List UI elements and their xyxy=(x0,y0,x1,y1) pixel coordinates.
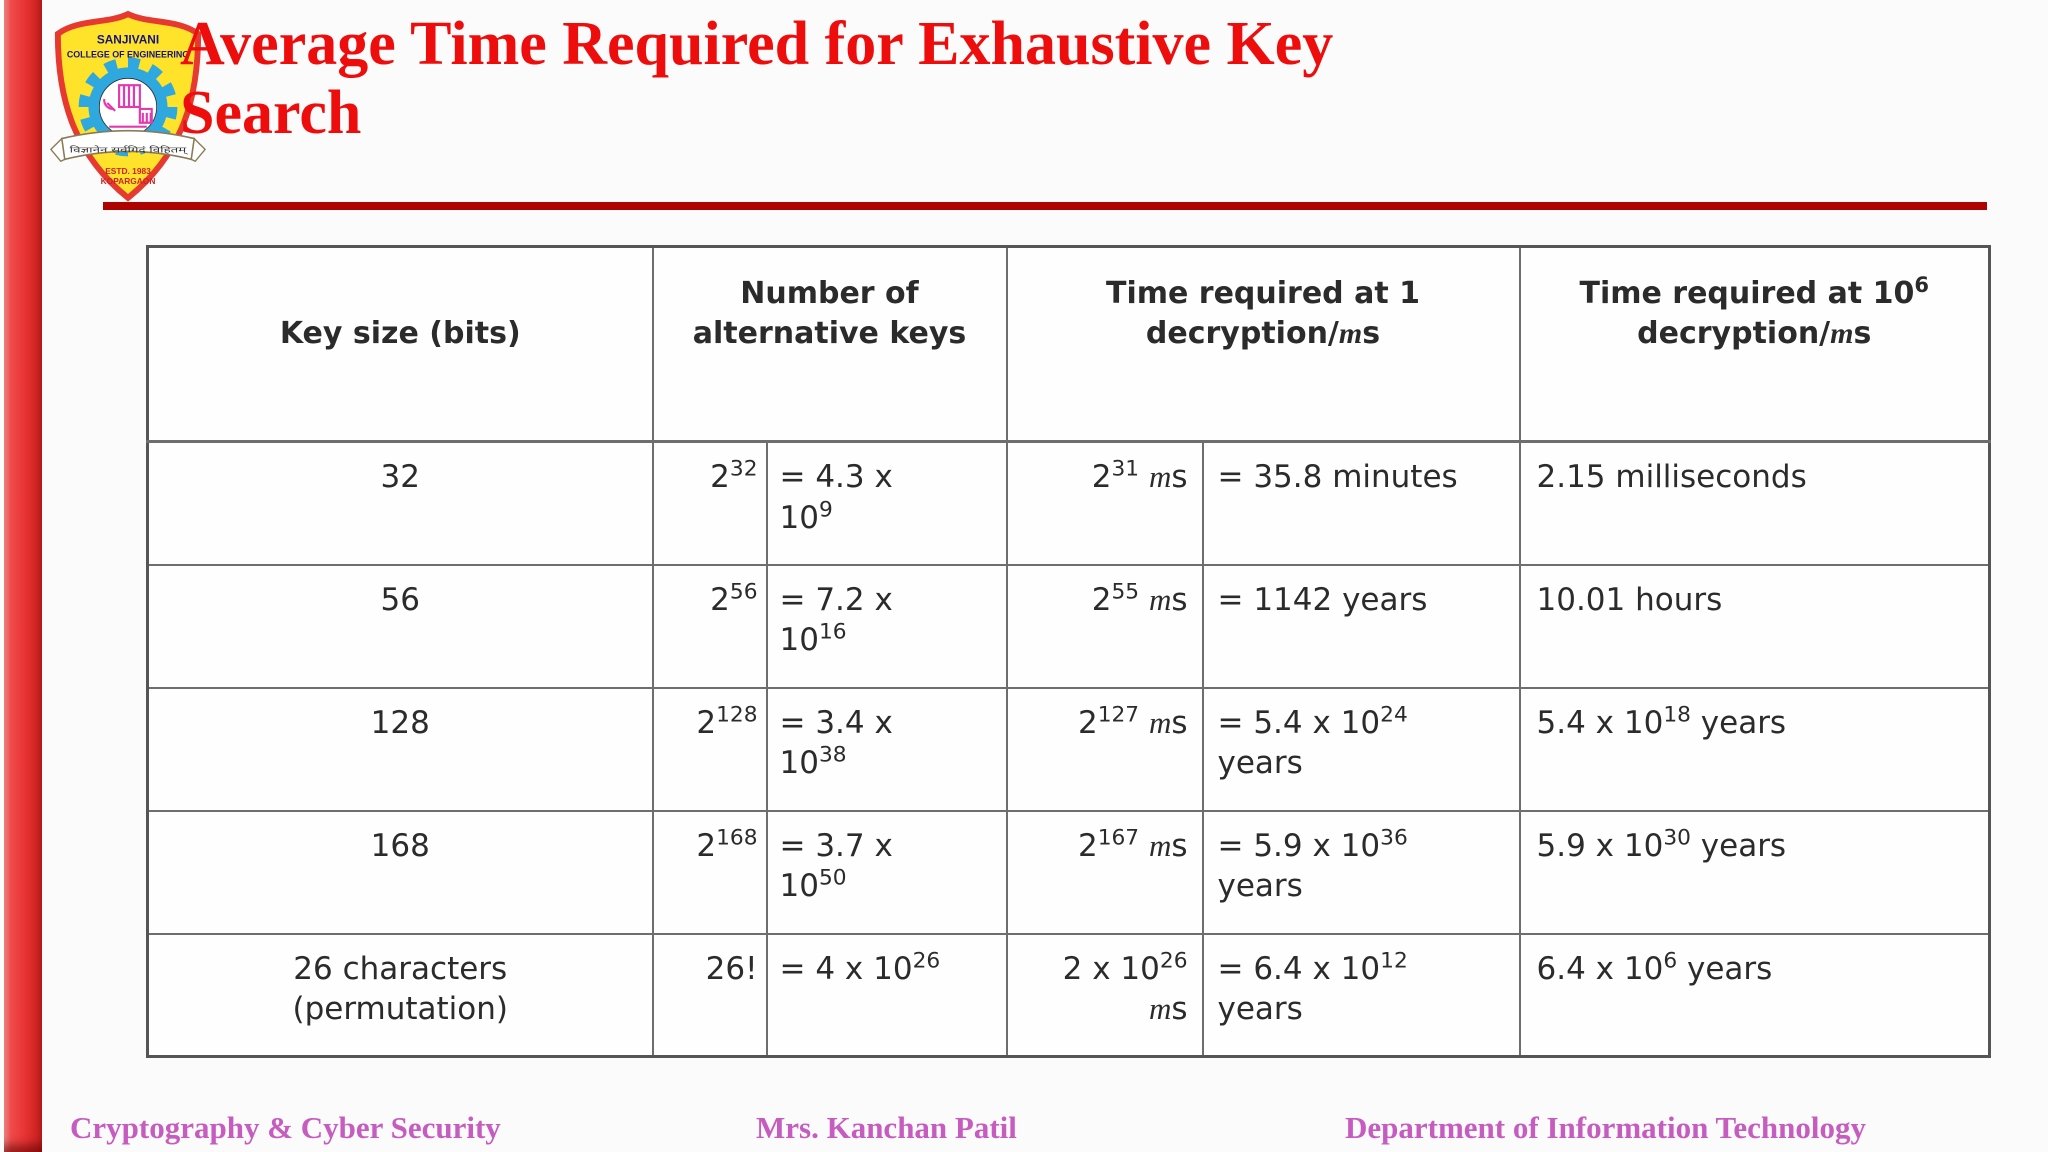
cell-alt-keys-value: = 7.2 x 1016 xyxy=(765,563,1008,689)
cell-alt-keys-value: = 4 x 1026 xyxy=(765,932,1008,1058)
logo-campus-art xyxy=(103,84,153,128)
cell-alt-keys-value: = 4.3 x 109 xyxy=(765,440,1008,566)
table-row: 168 2168 = 3.7 x 1050 2167 ms = 5.9 x 103… xyxy=(146,809,1991,935)
cell-time1-power: 2167 ms xyxy=(1005,809,1204,935)
title-underline xyxy=(103,202,1987,210)
cell-time1-value: = 5.9 x 1036 years xyxy=(1201,809,1521,935)
cell-time1-value: = 5.4 x 1024 years xyxy=(1201,686,1521,812)
cell-alt-keys-value: = 3.7 x 1050 xyxy=(765,809,1008,935)
cell-time1-power: 2127 ms xyxy=(1005,686,1204,812)
exhaustive-key-search-table: Key size (bits) Number of alternative key… xyxy=(146,245,1991,1058)
left-accent-bar xyxy=(4,0,42,1152)
cell-alt-keys-power: 232 xyxy=(651,440,768,566)
college-logo: SANJIVANI COLLEGE OF ENGINEERING विज्ञान… xyxy=(49,10,207,202)
col-header-time-1e6-decryption: Time required at 106 decryption/ms xyxy=(1518,245,1991,443)
table-row: 32 232 = 4.3 x 109 231 ms = 35.8 minutes … xyxy=(146,440,1991,566)
footer-instructor: Mrs. Kanchan Patil xyxy=(756,1110,1017,1145)
logo-college-name-line2: COLLEGE OF ENGINEERING xyxy=(67,50,189,60)
col-header-alternative-keys: Number of alternative keys xyxy=(651,245,1008,443)
footer-department: Department of Information Technology xyxy=(1345,1110,1866,1145)
cell-alt-keys-power: 256 xyxy=(651,563,768,689)
cell-alt-keys-power: 26! xyxy=(651,932,768,1058)
cell-alt-keys-power: 2128 xyxy=(651,686,768,812)
cell-key-size: 32 xyxy=(146,440,654,566)
logo-college-name-line1: SANJIVANI xyxy=(97,33,159,47)
logo-estd: ESTD. 1983 xyxy=(105,166,151,176)
cell-time1e6-value: 5.4 x 1018 years xyxy=(1518,686,1991,812)
cell-time1e6-value: 10.01 hours xyxy=(1518,563,1991,689)
cell-alt-keys-power: 2168 xyxy=(651,809,768,935)
cell-time1-value: = 35.8 minutes xyxy=(1201,440,1521,566)
table-header-row: Key size (bits) Number of alternative key… xyxy=(146,245,1991,443)
cell-time1-power: 231 ms xyxy=(1005,440,1204,566)
table-row: 26 characters (permutation) 26! = 4 x 102… xyxy=(146,932,1991,1058)
cell-time1-value: = 1142 years xyxy=(1201,563,1521,689)
footer-course: Cryptography & Cyber Security xyxy=(70,1110,501,1145)
cell-time1-power: 2 x 1026 ms xyxy=(1005,932,1204,1058)
cell-time1e6-value: 2.15 milliseconds xyxy=(1518,440,1991,566)
table-row: 56 256 = 7.2 x 1016 255 ms = 1142 years 1… xyxy=(146,563,1991,689)
cell-key-size: 128 xyxy=(146,686,654,812)
cell-time1-power: 255 ms xyxy=(1005,563,1204,689)
logo-ribbon: विज्ञानेन सर्वगिदं विहितम् xyxy=(49,129,207,163)
cell-alt-keys-value: = 3.4 x 1038 xyxy=(765,686,1008,812)
table-row: 128 2128 = 3.4 x 1038 2127 ms = 5.4 x 102… xyxy=(146,686,1991,812)
cell-key-size: 56 xyxy=(146,563,654,689)
logo-place: KOPARGAON xyxy=(101,176,156,186)
key-search-table-wrap: Key size (bits) Number of alternative key… xyxy=(146,245,1991,1058)
col-header-time-1-decryption: Time required at 1 decryption/ms xyxy=(1005,245,1521,443)
col-header-key-size: Key size (bits) xyxy=(146,245,654,443)
cell-key-size: 168 xyxy=(146,809,654,935)
logo-motto: विज्ञानेन सर्वगिदं विहितम् xyxy=(70,144,190,154)
cell-time1-value: = 6.4 x 1012 years xyxy=(1201,932,1521,1058)
cell-key-size: 26 characters (permutation) xyxy=(146,932,654,1058)
page-title: Average Time Required for Exhaustive Key… xyxy=(180,10,1334,148)
cell-time1e6-value: 6.4 x 106 years xyxy=(1518,932,1991,1058)
cell-time1e6-value: 5.9 x 1030 years xyxy=(1518,809,1991,935)
